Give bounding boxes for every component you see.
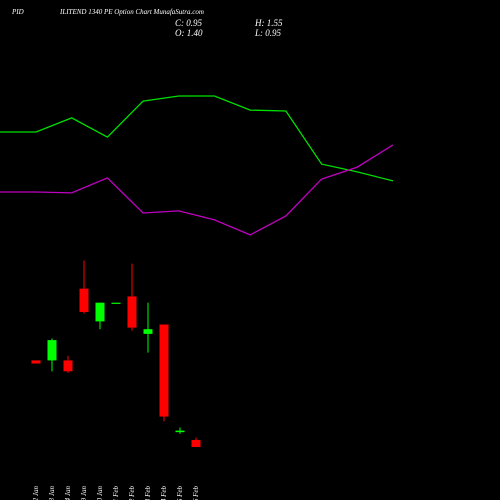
line-series	[35, 144, 394, 236]
chart-title: PID	[11, 8, 24, 16]
x-tick-label: 02 Feb	[128, 486, 136, 500]
line-series	[35, 95, 394, 182]
x-tick-label: 23 Jan	[48, 486, 56, 500]
candle-body	[127, 296, 137, 328]
candle-body	[159, 324, 169, 417]
x-tick-label: 29 Jan	[80, 486, 88, 500]
candle-body	[191, 439, 201, 447]
candle-body	[175, 430, 185, 433]
ohlc-high: H: 1.55	[254, 18, 283, 28]
candle-body	[143, 329, 153, 334]
ohlc-close: C: 0.95	[175, 18, 203, 28]
x-tick-label: 01 Feb	[112, 486, 120, 500]
ohlc-low: L: 0.95	[254, 28, 282, 38]
candle-body	[95, 302, 105, 322]
candle-body	[111, 302, 121, 304]
x-tick-label: 22 Jan	[32, 486, 40, 500]
ohlc-open: O: 1.40	[175, 28, 203, 38]
x-tick-label: 05 Feb	[176, 486, 184, 500]
x-tick-label: 24 Jan	[64, 486, 72, 500]
candle-body	[79, 288, 89, 313]
x-tick-label: 04 Feb	[160, 486, 168, 500]
x-tick-label: 06 Feb	[192, 486, 200, 500]
candle-body	[63, 360, 73, 372]
candle-body	[47, 340, 57, 361]
chart-subtitle: ILITEND 1340 PE Option Chart MunafaSutra…	[59, 8, 204, 16]
x-tick-label: 03 Feb	[144, 486, 152, 500]
x-tick-label: 30 Jan	[96, 486, 104, 500]
candle-body	[31, 360, 41, 364]
